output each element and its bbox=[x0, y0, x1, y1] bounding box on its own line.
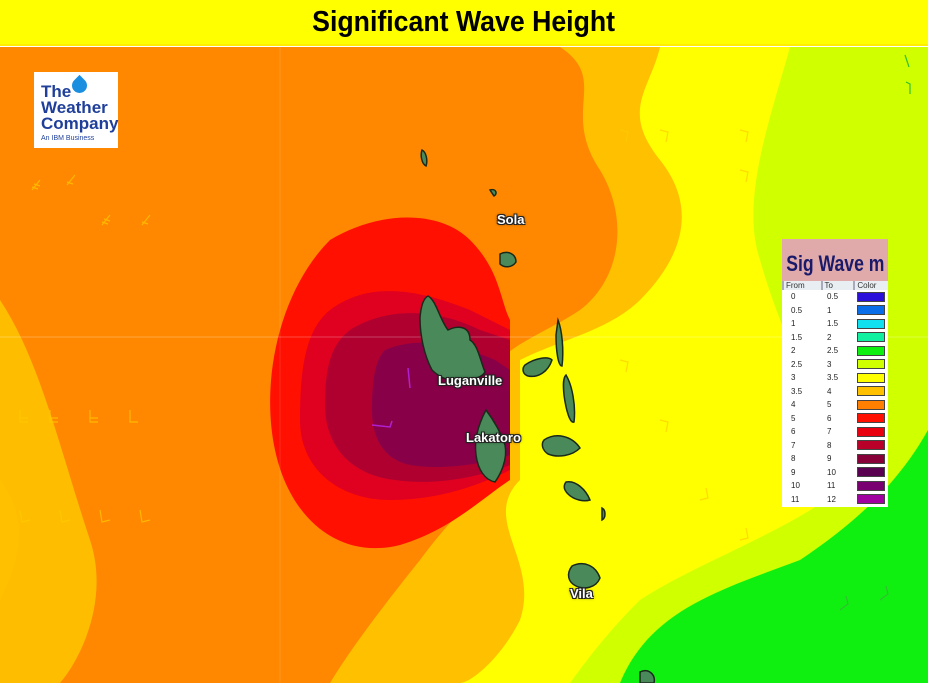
legend-swatch bbox=[857, 467, 885, 478]
logo-line-2: Weather bbox=[41, 98, 108, 117]
wind-barbs-purple bbox=[371, 367, 411, 428]
legend-swatch bbox=[857, 399, 885, 410]
legend-swatch bbox=[857, 318, 885, 329]
legend-to: 3 bbox=[827, 359, 832, 369]
legend-to: 11 bbox=[827, 481, 836, 491]
legend-swatch bbox=[857, 359, 885, 370]
legend-swatch bbox=[857, 305, 885, 316]
legend-swatch bbox=[857, 426, 885, 437]
legend-swatch bbox=[857, 372, 885, 383]
legend-swatch bbox=[857, 291, 885, 302]
legend-from: 4 bbox=[791, 400, 796, 410]
legend-from: 8 bbox=[791, 454, 796, 464]
legend-col-from: From bbox=[782, 281, 821, 290]
legend: Sig Wave m From To Color 0 0.5 0.5 1 1 1.5 1.5… bbox=[782, 239, 888, 507]
legend-row: 0 0.5 bbox=[782, 290, 888, 304]
legend-swatch bbox=[857, 345, 885, 356]
legend-rows: 0 0.5 0.5 1 1 1.5 1.5 2 2 2.5 2.5 3 3 3.5 3.5 4 4 5 5 6 6 7 7 8… bbox=[782, 290, 888, 506]
legend-col-color: Color bbox=[853, 281, 888, 290]
map-title: Significant Wave Height bbox=[312, 5, 616, 38]
legend-from: 6 bbox=[791, 427, 796, 437]
islands bbox=[419, 148, 656, 683]
city-label-vila: Vila bbox=[570, 586, 593, 601]
logo-line-4: An IBM Business bbox=[41, 135, 95, 142]
city-label-luganville: Luganville bbox=[438, 373, 503, 388]
legend-row: 1.5 2 bbox=[782, 331, 888, 345]
legend-row: 1 1.5 bbox=[782, 317, 888, 331]
legend-swatch bbox=[857, 494, 885, 505]
wind-barbs-green bbox=[839, 54, 911, 611]
legend-from: 5 bbox=[791, 413, 796, 423]
legend-from: 9 bbox=[791, 467, 796, 477]
legend-to: 6 bbox=[827, 413, 832, 423]
legend-row: 2.5 3 bbox=[782, 358, 888, 372]
legend-to: 2.5 bbox=[827, 346, 839, 356]
wind-barbs bbox=[19, 129, 749, 541]
legend-col-to: To bbox=[820, 281, 854, 290]
legend-row: 0.5 1 bbox=[782, 304, 888, 318]
weather-company-logo: The Weather Company An IBM Business bbox=[34, 72, 118, 148]
legend-header: Sig Wave m bbox=[782, 239, 888, 281]
legend-title: Sig Wave m bbox=[785, 251, 885, 276]
legend-to: 9 bbox=[827, 454, 832, 464]
legend-swatch bbox=[857, 480, 885, 491]
legend-row: 10 11 bbox=[782, 479, 888, 493]
legend-to: 0.5 bbox=[827, 292, 839, 302]
legend-to: 2 bbox=[827, 332, 832, 342]
legend-to: 5 bbox=[827, 400, 832, 410]
legend-columns: From To Color bbox=[782, 281, 888, 290]
legend-swatch bbox=[857, 440, 885, 451]
legend-from: 0.5 bbox=[791, 305, 803, 315]
legend-from: 3 bbox=[791, 373, 796, 383]
legend-from: 1.5 bbox=[791, 332, 803, 342]
legend-swatch bbox=[857, 332, 885, 343]
logo-line-3: Company bbox=[41, 114, 119, 133]
legend-to: 1.5 bbox=[827, 319, 839, 329]
water-drop-icon bbox=[68, 74, 91, 97]
legend-from: 1 bbox=[791, 319, 796, 329]
legend-from: 3.5 bbox=[791, 386, 803, 396]
legend-swatch bbox=[857, 453, 885, 464]
title-bar: Significant Wave Height bbox=[0, 0, 928, 46]
legend-row: 3.5 4 bbox=[782, 385, 888, 399]
wave-contours bbox=[0, 47, 928, 683]
legend-row: 3 3.5 bbox=[782, 371, 888, 385]
wave-height-map[interactable]: The Weather Company An IBM Business Sola… bbox=[0, 47, 928, 683]
legend-to: 1 bbox=[827, 305, 832, 315]
legend-to: 8 bbox=[827, 440, 832, 450]
legend-from: 2 bbox=[791, 346, 796, 356]
legend-from: 2.5 bbox=[791, 359, 803, 369]
city-label-lakatoro: Lakatoro bbox=[466, 430, 521, 445]
legend-from: 0 bbox=[791, 292, 796, 302]
legend-to: 10 bbox=[827, 467, 836, 477]
legend-from: 7 bbox=[791, 440, 796, 450]
legend-row: 2 2.5 bbox=[782, 344, 888, 358]
legend-from: 10 bbox=[791, 481, 800, 491]
legend-swatch bbox=[857, 386, 885, 397]
legend-swatch bbox=[857, 413, 885, 424]
city-label-sola: Sola bbox=[497, 212, 525, 227]
legend-to: 12 bbox=[827, 494, 836, 504]
legend-row: 11 12 bbox=[782, 493, 888, 507]
legend-row: 9 10 bbox=[782, 466, 888, 480]
logo-line-1: The bbox=[41, 82, 72, 101]
legend-to: 3.5 bbox=[827, 373, 839, 383]
legend-to: 4 bbox=[827, 386, 832, 396]
legend-to: 7 bbox=[827, 427, 832, 437]
legend-from: 11 bbox=[791, 494, 800, 504]
